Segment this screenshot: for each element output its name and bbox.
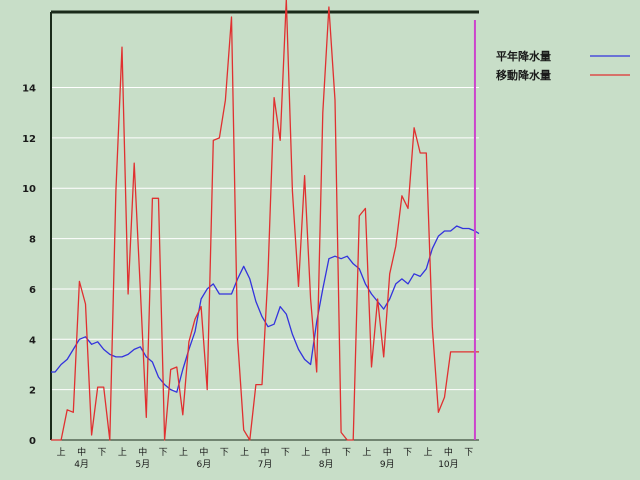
x-tick-label: 中 bbox=[138, 446, 147, 458]
x-tick-label: 下 bbox=[220, 448, 229, 458]
x-axis-ticks: 上中下4月上中下5月上中下6月上中下7月上中下8月上中下9月上中下10月 bbox=[57, 446, 474, 470]
x-tick-label: 上 bbox=[118, 447, 127, 458]
x-tick-label: 上 bbox=[362, 447, 371, 458]
x-tick-label: 上 bbox=[240, 447, 249, 458]
x-tick-label: 中 bbox=[383, 446, 392, 458]
x-tick-label: 下 bbox=[342, 448, 351, 458]
series-line bbox=[51, 0, 479, 441]
x-tick-label: 中 bbox=[322, 446, 331, 458]
y-tick-label: 6 bbox=[29, 285, 36, 296]
x-tick-label: 上 bbox=[179, 447, 188, 458]
series-lines bbox=[51, 0, 480, 441]
x-tick-label: 下 bbox=[464, 448, 473, 458]
y-tick-label: 0 bbox=[29, 436, 36, 447]
x-tick-label: 中 bbox=[77, 446, 86, 458]
x-month-label: 6月 bbox=[196, 459, 211, 470]
legend-label: 平年降水量 bbox=[496, 49, 551, 63]
x-month-label: 7月 bbox=[258, 459, 273, 470]
x-tick-label: 中 bbox=[260, 446, 269, 458]
x-tick-label: 下 bbox=[403, 448, 412, 458]
x-tick-label: 中 bbox=[199, 446, 208, 458]
x-tick-label: 下 bbox=[281, 448, 290, 458]
x-tick-label: 上 bbox=[301, 447, 310, 458]
y-tick-label: 14 bbox=[22, 84, 36, 95]
y-tick-label: 10 bbox=[22, 184, 36, 195]
x-tick-label: 下 bbox=[159, 448, 168, 458]
y-tick-label: 2 bbox=[29, 386, 36, 397]
x-month-label: 4月 bbox=[74, 459, 89, 470]
x-month-label: 5月 bbox=[135, 459, 150, 470]
legend-label: 移動降水量 bbox=[496, 68, 551, 82]
x-tick-label: 上 bbox=[424, 447, 433, 458]
y-tick-label: 8 bbox=[29, 235, 36, 246]
x-tick-label: 中 bbox=[444, 446, 453, 458]
x-month-label: 10月 bbox=[438, 459, 458, 470]
x-month-label: 8月 bbox=[319, 459, 334, 470]
y-tick-label: 4 bbox=[29, 335, 36, 346]
x-tick-label: 下 bbox=[97, 448, 106, 458]
y-tick-label: 12 bbox=[22, 134, 36, 145]
x-tick-label: 上 bbox=[57, 447, 66, 458]
x-month-label: 9月 bbox=[380, 459, 395, 470]
y-axis-ticks: 0 2 4 6 8 10 12 14 bbox=[22, 84, 36, 447]
